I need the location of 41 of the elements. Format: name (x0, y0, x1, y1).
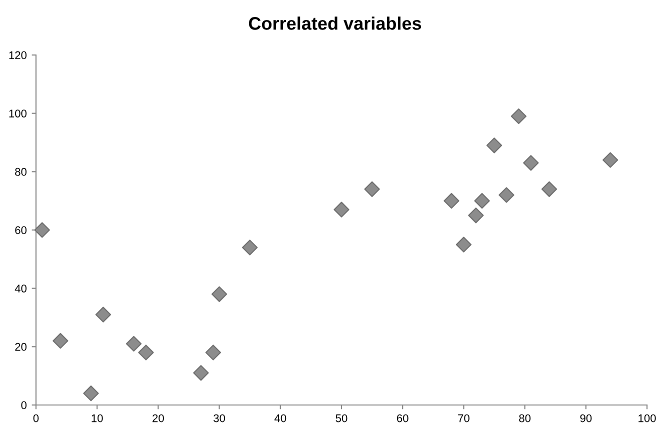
point (510, 108, 527, 124)
point (468, 208, 484, 224)
x-tick-label: 20 (152, 414, 164, 422)
y-tick-label: 60 (15, 226, 27, 234)
y-tick-label: 120 (9, 51, 27, 60)
y-tick-label: 100 (9, 110, 27, 118)
point (193, 365, 209, 381)
point (456, 236, 472, 252)
x-tick-label: 80 (519, 414, 531, 422)
y-tick-label: 20 (15, 342, 27, 351)
point (242, 240, 258, 256)
point (52, 332, 68, 349)
y-tick-label: 0 (21, 401, 27, 410)
x-tick-label: 100 (638, 414, 656, 422)
point (364, 181, 380, 198)
point (95, 306, 112, 322)
point (444, 192, 460, 209)
point (541, 181, 558, 198)
y-tick-label: 80 (15, 168, 27, 176)
x-tick-label: 10 (92, 414, 103, 422)
x-tick-label: 60 (396, 414, 408, 422)
point (498, 187, 514, 203)
point (334, 202, 350, 218)
point (34, 222, 50, 238)
point (523, 155, 539, 171)
point (474, 192, 490, 209)
chart-title: Correlated variables (248, 16, 422, 30)
y-tick-label: 40 (14, 284, 27, 292)
x-tick-label: 40 (274, 414, 286, 422)
point (205, 344, 222, 360)
point (83, 385, 99, 402)
point (138, 344, 154, 360)
point (486, 138, 502, 154)
point (126, 336, 142, 352)
x-tick-label: 0 (33, 414, 39, 422)
point (211, 286, 228, 302)
x-tick-label: 70 (458, 414, 470, 422)
x-tick-label: 50 (336, 414, 348, 422)
point (602, 152, 618, 168)
x-tick-label: 90 (580, 414, 592, 422)
x-tick-label: 30 (214, 414, 226, 422)
